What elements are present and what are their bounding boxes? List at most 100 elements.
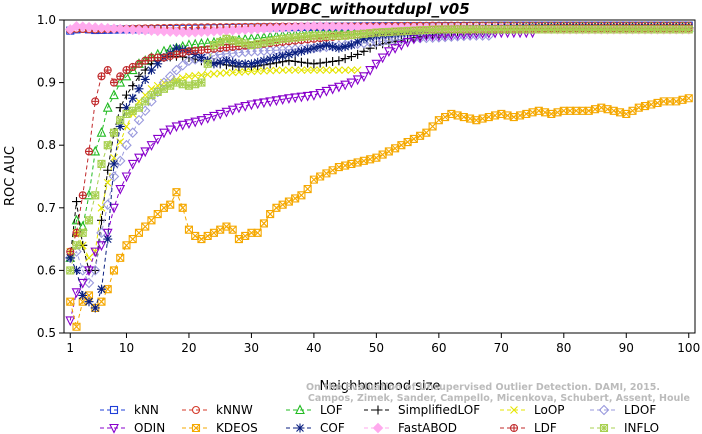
y-tick-label: 0.9 (37, 76, 56, 90)
legend-item-ldof: LDOF (590, 403, 656, 417)
data-point-cof (290, 48, 300, 58)
y-tick-label: 0.5 (37, 326, 56, 340)
data-point-loop (85, 253, 93, 262)
series-line-simplifiedlof (69, 27, 689, 271)
data-point-kdeos (97, 297, 106, 306)
data-point-odin (296, 92, 307, 103)
data-point-odin (77, 278, 88, 289)
data-point-odin (290, 93, 301, 104)
data-point-loop (303, 66, 312, 74)
data-point-odin (246, 100, 257, 111)
data-point-simplifiedlof (296, 57, 306, 67)
data-point-odin (196, 116, 207, 126)
data-point-odin (109, 203, 119, 214)
data-point-cof (65, 253, 75, 263)
data-point-inflo (103, 141, 112, 150)
data-point-loop (185, 72, 193, 81)
data-point-inflo (66, 266, 75, 275)
data-point-inflo (222, 34, 231, 43)
data-point-ldf (116, 72, 125, 81)
data-point-cof (71, 265, 81, 275)
data-point-odin (321, 86, 332, 97)
data-point-odin (177, 120, 188, 131)
data-point-inflo (216, 37, 225, 46)
legend-label-ldf: LDF (534, 421, 557, 434)
data-point-odin (152, 134, 163, 145)
data-point-odin (365, 66, 376, 76)
data-point-odin (265, 97, 276, 108)
data-point-odin (134, 153, 144, 164)
data-point-ldf (109, 78, 119, 87)
data-point-ldf (178, 48, 187, 57)
data-point-ldof (121, 139, 132, 151)
data-point-inflo (172, 78, 181, 87)
data-point-kdeos (253, 228, 262, 237)
x-axis: 1 10 20 30 40 50 60 70 80 90 100 (66, 333, 700, 355)
data-point-simplifiedlof (328, 56, 338, 66)
legend-label-fastabod: FastABOD (398, 421, 457, 434)
series-line-kdeos (69, 97, 689, 327)
data-point-cof (259, 56, 269, 66)
data-point-loop (335, 66, 343, 74)
legend-label-ldof: LDOF (624, 403, 656, 417)
data-point-ldf (78, 191, 87, 200)
data-point-inflo (116, 116, 125, 125)
data-point-odin (127, 159, 138, 170)
data-point-odin (71, 288, 82, 299)
data-point-cof (353, 37, 363, 47)
data-point-lof (109, 89, 119, 100)
data-point-odin (302, 91, 313, 102)
data-point-odin (146, 141, 157, 151)
data-point-cof (96, 284, 106, 294)
data-point-odin (227, 105, 238, 116)
data-point-simplifiedlof (340, 54, 350, 64)
data-point-loop (285, 66, 293, 74)
data-point-inflo (84, 216, 94, 225)
data-point-ldof (183, 55, 195, 66)
data-point-cof (153, 59, 163, 69)
data-point-ldof (114, 155, 126, 167)
data-point-loop (228, 68, 237, 77)
data-point-kdeos (66, 297, 75, 306)
data-point-inflo (234, 37, 243, 46)
data-point-odin (383, 47, 394, 58)
data-point-loop (197, 71, 206, 79)
data-point-odin (271, 96, 282, 107)
data-point-odin (115, 184, 126, 195)
legend-item-fastabod: FastABOD (364, 421, 457, 434)
data-point-cof (321, 40, 331, 50)
legend-marker-fastabod (372, 422, 384, 434)
legend-label-loop: LoOP (534, 403, 565, 417)
data-point-inflo (341, 31, 350, 40)
data-point-odin (309, 91, 319, 101)
data-point-cof (228, 57, 238, 67)
data-point-cof (121, 103, 131, 113)
data-point-cof (140, 74, 150, 84)
data-point-cof (103, 234, 113, 244)
x-tick-label: 100 (677, 341, 700, 355)
legend-item-odin: ODIN (100, 421, 165, 434)
data-point-ldof (177, 60, 188, 71)
data-point-odin (334, 82, 344, 93)
data-point-inflo (153, 87, 162, 97)
data-point-simplifiedlof (103, 165, 113, 175)
data-point-inflo (134, 103, 144, 112)
data-point-ldof (483, 30, 495, 41)
data-point-odin (377, 53, 388, 64)
legend-item-knn: kNN (100, 403, 159, 417)
legend-item-kdeos: KDEOS (182, 421, 258, 434)
data-point-inflo (159, 84, 169, 93)
data-point-inflo (366, 29, 375, 38)
data-point-inflo (278, 34, 287, 43)
data-point-cof (246, 59, 256, 69)
legend-marker-cof (295, 423, 305, 433)
data-point-cof (359, 34, 369, 44)
legend-item-ldf: LDF (500, 421, 557, 434)
data-point-cof (84, 297, 94, 307)
data-point-ldof (108, 171, 120, 182)
data-point-simplifiedlof (353, 49, 363, 59)
data-point-simplifiedlof (303, 58, 313, 68)
data-point-inflo (284, 34, 293, 43)
legend-marker-odin (109, 423, 119, 434)
